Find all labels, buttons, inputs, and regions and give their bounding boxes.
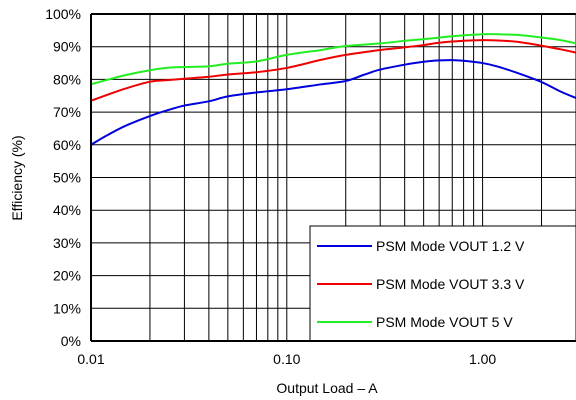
axes: 0% 10% 20% 30% 40% 50% 60% 70% 80% 90% 100% 0.01 0.1… [45, 6, 576, 367]
legend-label-3: PSM Mode VOUT 5 V [376, 314, 513, 330]
legend: PSM Mode VOUT 1.2 V PSM Mode VOUT 3.3 V PS… [309, 225, 576, 342]
series-line-3 [91, 33, 576, 86]
x-tick-label: 1.00 [469, 351, 496, 367]
y-axis-title: Efficiency (%) [9, 135, 25, 220]
series-lines [91, 33, 576, 146]
series-line-1 [91, 59, 576, 146]
x-tick-label: 0.10 [273, 351, 300, 367]
y-tick-label: 0% [61, 333, 81, 349]
x-axis-title: Output Load – A [276, 380, 378, 396]
y-tick-label: 90% [53, 39, 81, 55]
y-tick-label: 70% [53, 104, 81, 120]
y-tick-label: 30% [53, 235, 81, 251]
y-tick-label: 80% [53, 71, 81, 87]
y-tick-label: 100% [45, 6, 81, 22]
y-tick-label: 50% [53, 170, 81, 186]
y-tick-label: 60% [53, 137, 81, 153]
y-tick-label: 40% [53, 202, 81, 218]
legend-label-2: PSM Mode VOUT 3.3 V [376, 276, 525, 292]
series-line-2 [91, 39, 576, 102]
x-tick-label: 0.01 [77, 351, 104, 367]
legend-label-1: PSM Mode VOUT 1.2 V [376, 238, 525, 254]
y-tick-label: 10% [53, 300, 81, 316]
y-tick-label: 20% [53, 268, 81, 284]
